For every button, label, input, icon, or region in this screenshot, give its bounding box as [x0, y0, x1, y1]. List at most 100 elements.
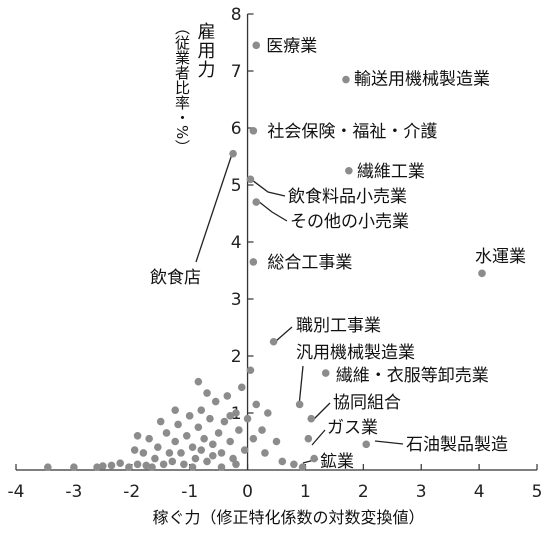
scatter-point: [211, 397, 220, 406]
x-axis-title: 稼ぐ力（修正特化係数の対数変換値）: [152, 508, 424, 527]
point-label: 鉱業: [320, 452, 354, 472]
labeled-point: [345, 166, 353, 175]
labeled-point: [252, 41, 261, 50]
scatter-point: [223, 392, 232, 400]
leader-line: [312, 402, 331, 421]
labeled-point: [307, 414, 316, 423]
scatter-point: [171, 437, 179, 446]
scatter-point: [237, 383, 246, 392]
y-tick-label: 4: [231, 233, 242, 253]
point-labels: 医療業輸送用機械製造業社会保険・福祉・介護繊維工業飲食料品小売業その他の小売業総…: [150, 36, 526, 472]
scatter-point: [226, 412, 234, 420]
scatter-point: [278, 457, 287, 466]
labeled-point: [229, 149, 237, 158]
labeled-point: [342, 75, 350, 84]
scatter-point: [107, 461, 116, 470]
x-tick-label: 4: [474, 482, 485, 502]
data-points: [44, 41, 486, 471]
x-tick-label: 2: [358, 482, 369, 502]
scatter-point: [200, 434, 208, 443]
scatter-point: [243, 414, 252, 423]
point-label: 汎用機械製造業: [296, 343, 415, 363]
scatter-point: [217, 449, 226, 457]
scatter-point: [246, 366, 255, 375]
y-tick-label: 6: [231, 119, 242, 139]
scatter-point: [145, 434, 153, 443]
scatter-point: [197, 446, 206, 454]
labeled-point: [295, 400, 304, 409]
scatter-point: [197, 406, 206, 414]
scatter-point: [99, 462, 107, 470]
point-label: 繊維・衣服等卸売業: [336, 366, 489, 386]
scatter-point: [191, 454, 200, 463]
scatter-point: [185, 412, 194, 420]
leader-line: [298, 365, 304, 407]
labeled-point: [269, 337, 278, 346]
labeled-point: [249, 127, 258, 135]
scatter-point: [159, 460, 168, 469]
scatter-point: [240, 446, 249, 454]
scatter-point: [290, 460, 298, 469]
y-axis-title: 雇用力: [195, 22, 216, 79]
x-tick-label: -4: [8, 482, 25, 502]
labeled-point: [249, 258, 258, 266]
scatter-point: [139, 449, 148, 457]
scatter-point: [168, 457, 177, 466]
y-tick-label: 2: [231, 347, 242, 367]
x-tick-label: 0: [242, 482, 253, 502]
scatter-point: [174, 420, 182, 429]
leader-line: [251, 179, 286, 197]
y-tick-label: 5: [231, 176, 242, 196]
scatter-point: [264, 409, 272, 417]
y-tick-label: 8: [231, 5, 242, 25]
point-label: 社会保険・福祉・介護: [267, 122, 437, 142]
x-tick-label: -3: [65, 482, 82, 502]
scatter-point: [125, 463, 133, 471]
scatter-point: [93, 463, 101, 471]
leader-line: [257, 200, 288, 222]
scatter-point: [249, 434, 258, 443]
scatter-point: [203, 389, 211, 397]
scatter-point: [188, 443, 197, 452]
scatter-point: [165, 449, 174, 457]
scatter-point: [217, 463, 226, 471]
scatter-point: [235, 426, 243, 434]
labeled-point: [246, 175, 255, 184]
point-label: 医療業: [266, 36, 317, 56]
point-label: 総合工事業: [267, 253, 352, 273]
leader-line: [195, 153, 233, 263]
scatter-point: [298, 463, 307, 471]
scatter-point: [116, 459, 124, 467]
y-tick-label: 3: [231, 290, 242, 310]
scatter-point: [154, 443, 162, 452]
scatter-point: [214, 429, 223, 437]
scatter-point: [261, 449, 269, 457]
x-ticks: -4 -3 -2 -1 0 1 2 3 4 5: [8, 464, 542, 502]
scatter-point: [133, 432, 142, 440]
scatter-point: [162, 429, 171, 437]
scatter-point: [130, 446, 139, 454]
scatter-point: [151, 454, 159, 463]
scatter-point: [232, 460, 240, 469]
scatter-point: [194, 423, 203, 432]
point-label: その他の小売業: [290, 212, 409, 232]
point-label: 水運業: [475, 247, 526, 267]
scatter-point: [148, 463, 156, 471]
labeled-point: [478, 269, 486, 278]
scatter-point: [142, 461, 151, 470]
point-label: 石油製品製造: [406, 435, 508, 455]
labeled-point: [252, 198, 261, 206]
y-ticks: 12345678: [231, 5, 254, 424]
labeled-point: [310, 454, 318, 463]
scatter-point: [44, 463, 52, 471]
scatter-point: [156, 417, 165, 426]
scatter-point: [209, 451, 217, 460]
point-label: 飲食料品小売業: [288, 187, 407, 207]
scatter-point: [226, 437, 234, 446]
point-label: 繊維工業: [357, 162, 425, 182]
scatter-point: [188, 463, 197, 471]
leader-line: [275, 326, 293, 342]
point-label: 職別工事業: [296, 316, 381, 336]
x-tick-label: -2: [123, 482, 140, 502]
